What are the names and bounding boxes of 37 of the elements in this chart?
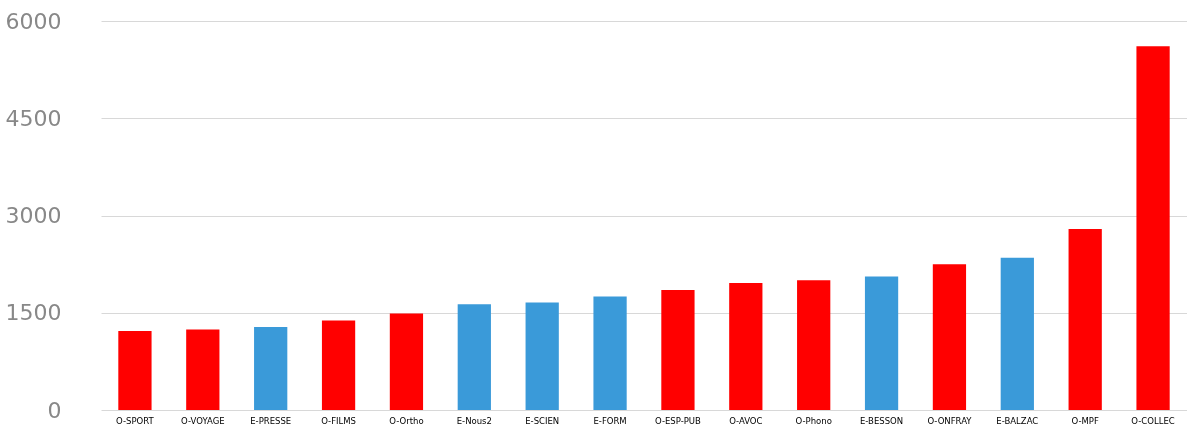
x-tick-label: O-FILMS [321,415,356,426]
x-tick-label: E-BESSON [859,415,904,426]
x-tick-label: O-ONFRAY [927,415,973,426]
bar [1136,46,1170,410]
x-tick-label: E-PRESSE [250,415,292,426]
bar [525,302,559,410]
x-tick-label: E-BALZAC [996,415,1039,426]
x-tick-label: E-FORM [593,415,627,426]
y-tick-label: 0 [47,397,62,423]
bar [593,296,627,410]
bar [389,313,424,410]
bar [729,282,763,410]
bar [864,276,899,410]
x-tick-label: O-ESP-PUB [654,415,702,426]
x-tick-label: O-Ortho [389,415,424,426]
bar [797,280,831,410]
x-tick-label: O-VOYAGE [181,415,225,426]
x-tick-label: E-Nous2 [456,415,492,426]
x-tick-label: O-Phono [795,415,832,426]
bar [457,304,491,410]
x-tick-label: E-SCIEN [525,415,560,426]
bar [1068,229,1102,410]
bar [186,329,220,410]
x-tick-label: O-COLLEC [1131,415,1175,426]
y-tick-label: 6000 [5,8,62,34]
bar [1000,257,1034,410]
y-tick-label: 1500 [5,300,62,326]
bar [321,320,356,410]
y-tick-label: 4500 [5,105,62,131]
bar [932,264,967,410]
x-tick-label: O-SPORT [116,415,155,426]
x-tick-label: O-MPF [1071,415,1099,426]
x-tick-label: O-AVOC [729,415,763,426]
y-tick-label: 3000 [5,203,62,228]
bar [118,330,152,410]
bar [254,327,288,410]
bar [661,290,695,410]
